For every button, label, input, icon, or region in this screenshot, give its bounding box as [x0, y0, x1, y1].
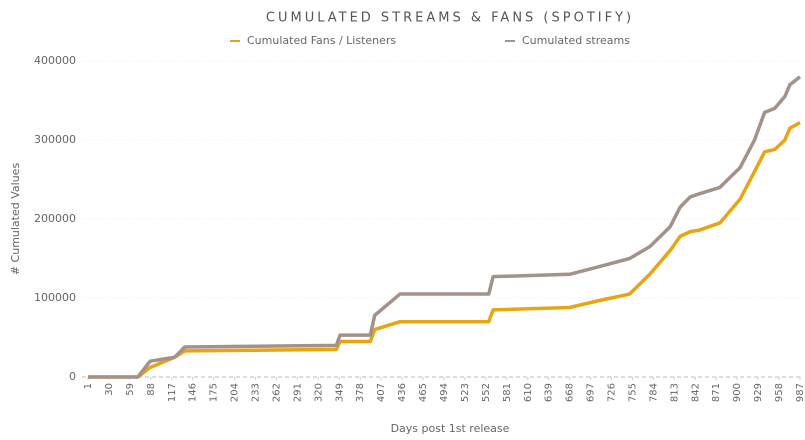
x-tick-label: 668 [565, 383, 576, 402]
y-tick-label: 200000 [34, 212, 76, 225]
legend-label: Cumulated Fans / Listeners [247, 34, 396, 47]
x-tick-label: 320 [313, 383, 324, 402]
x-tick-label: 175 [209, 383, 220, 402]
x-tick-label: 697 [586, 383, 597, 402]
x-tick-label: 204 [230, 383, 241, 402]
series-line [88, 75, 802, 379]
x-tick-label: 987 [795, 383, 805, 402]
legend-label: Cumulated streams [522, 34, 630, 47]
x-tick-label: 146 [188, 383, 199, 402]
series-line [88, 121, 801, 379]
x-tick-label: 900 [732, 383, 743, 402]
chart-title: CUMULATED STREAMS & FANS (SPOTIFY) [266, 11, 634, 26]
x-tick-label: 610 [523, 383, 534, 402]
x-tick-label: 755 [627, 383, 638, 402]
x-tick-label: 929 [753, 383, 764, 402]
x-tick-label: 59 [125, 383, 136, 396]
x-tick-label: 552 [481, 383, 492, 402]
x-tick-label: 465 [418, 383, 429, 402]
y-tick-label: 300000 [34, 133, 76, 146]
y-tick-label: 0 [69, 370, 76, 383]
x-tick-label: 726 [607, 383, 618, 402]
x-tick-label: 1 [83, 383, 94, 389]
x-tick-label: 407 [376, 383, 387, 402]
x-tick-label: 813 [669, 383, 680, 402]
x-tick-label: 639 [544, 383, 555, 402]
x-tick-label: 117 [167, 383, 178, 402]
x-tick-label: 233 [251, 383, 262, 402]
x-tick-label: 88 [146, 383, 157, 396]
x-tick-label: 494 [439, 383, 450, 402]
x-tick-label: 378 [355, 383, 366, 402]
x-tick-label: 262 [271, 383, 282, 402]
x-tick-label: 581 [502, 383, 513, 402]
x-axis-label: Days post 1st release [391, 422, 510, 435]
x-tick-label: 436 [397, 383, 408, 402]
x-tick-label: 958 [774, 383, 785, 402]
x-tick-label: 842 [690, 383, 701, 402]
y-tick-label: 100000 [34, 291, 76, 304]
x-tick-label: 349 [334, 383, 345, 402]
x-tick-label: 291 [292, 383, 303, 402]
x-tick-label: 871 [711, 383, 722, 402]
x-tick-label: 30 [104, 383, 115, 396]
y-tick-label: 400000 [34, 54, 76, 67]
x-tick-label: 784 [648, 383, 659, 402]
y-axis-label: # Cumulated Values [9, 163, 22, 276]
x-tick-label: 523 [460, 383, 471, 402]
